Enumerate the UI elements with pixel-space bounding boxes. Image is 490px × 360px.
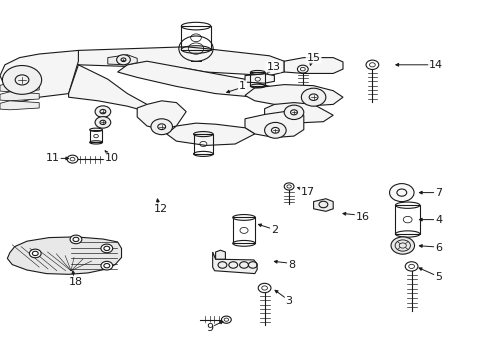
Text: 15: 15 (307, 53, 320, 63)
Polygon shape (7, 237, 122, 274)
Text: 5: 5 (435, 272, 442, 282)
Polygon shape (314, 199, 333, 211)
Polygon shape (137, 101, 186, 130)
Text: 1: 1 (239, 81, 246, 91)
Circle shape (101, 261, 113, 270)
Text: 8: 8 (288, 260, 295, 270)
Circle shape (29, 249, 41, 258)
Circle shape (301, 88, 326, 106)
Text: 13: 13 (267, 62, 280, 72)
Circle shape (284, 105, 304, 120)
Circle shape (391, 237, 415, 254)
Circle shape (117, 55, 130, 65)
Text: 16: 16 (356, 212, 369, 222)
Polygon shape (245, 74, 274, 83)
Polygon shape (108, 55, 137, 65)
Text: 14: 14 (429, 60, 443, 70)
Text: 10: 10 (105, 153, 119, 163)
Polygon shape (284, 58, 343, 73)
Polygon shape (69, 47, 284, 76)
Polygon shape (0, 83, 39, 92)
Polygon shape (216, 250, 225, 259)
Circle shape (95, 117, 111, 128)
Text: 6: 6 (435, 243, 442, 253)
Text: 9: 9 (206, 323, 213, 333)
Circle shape (390, 184, 414, 202)
Text: 11: 11 (46, 153, 60, 163)
Text: 12: 12 (154, 204, 168, 214)
Text: 2: 2 (271, 225, 278, 235)
Polygon shape (0, 101, 39, 110)
Polygon shape (118, 61, 274, 97)
Polygon shape (0, 92, 39, 101)
Circle shape (70, 235, 82, 244)
Polygon shape (167, 123, 255, 145)
Polygon shape (245, 85, 343, 106)
Polygon shape (0, 50, 78, 104)
Polygon shape (69, 65, 147, 112)
Circle shape (101, 244, 113, 253)
Polygon shape (265, 103, 333, 123)
Circle shape (265, 122, 286, 138)
Circle shape (2, 66, 42, 94)
Polygon shape (213, 252, 257, 274)
Text: 3: 3 (286, 296, 293, 306)
Text: 7: 7 (435, 188, 442, 198)
Text: 17: 17 (301, 186, 315, 197)
Text: 18: 18 (69, 276, 83, 287)
Circle shape (95, 106, 111, 117)
Circle shape (151, 119, 172, 135)
Text: 4: 4 (435, 215, 442, 225)
Polygon shape (245, 112, 304, 138)
